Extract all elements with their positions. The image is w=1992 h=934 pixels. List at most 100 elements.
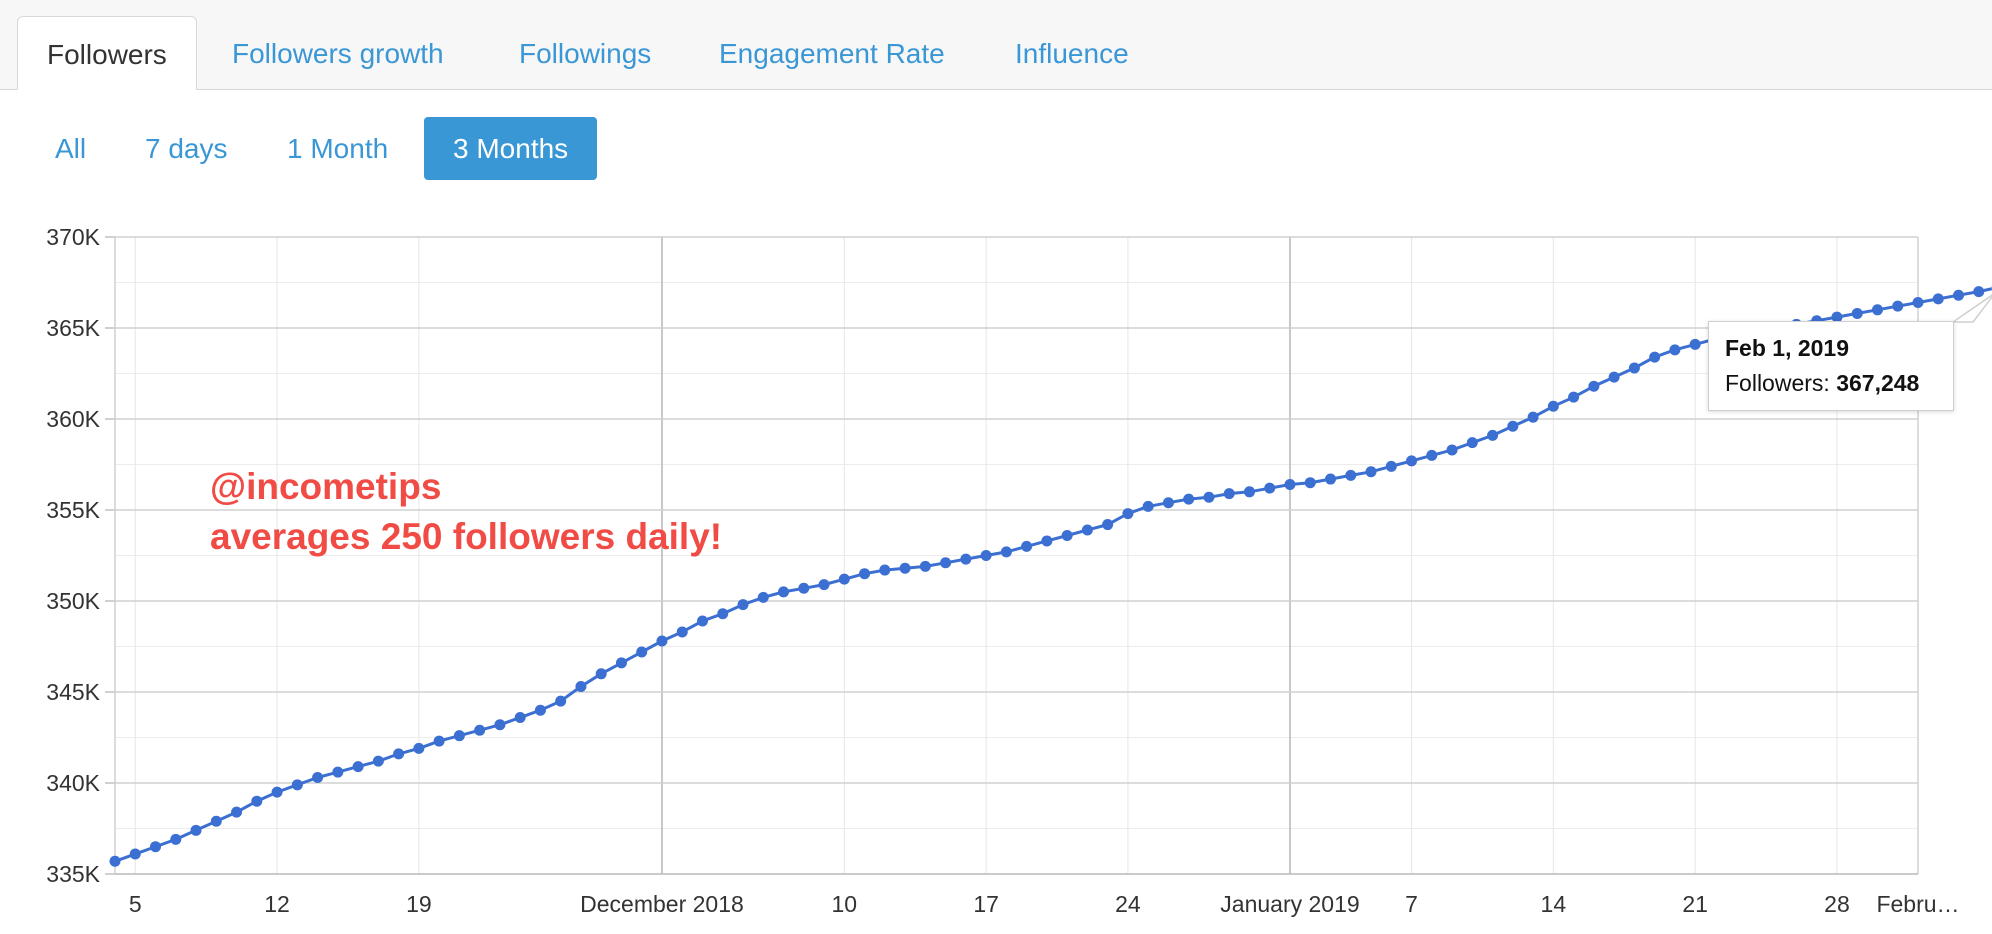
data-point (1264, 482, 1276, 494)
data-point (413, 742, 425, 754)
data-point (1973, 286, 1985, 298)
tab-followers[interactable]: Followers (17, 16, 197, 90)
data-point (251, 795, 263, 807)
x-tick-label: 17 (973, 891, 999, 917)
range-all-button[interactable]: All (55, 133, 87, 164)
data-point (595, 668, 607, 680)
data-point (676, 626, 688, 638)
chart-annotation: @incometips averages 250 followers daily… (210, 462, 722, 562)
data-point (1325, 473, 1337, 485)
data-point (1953, 289, 1965, 301)
x-tick-label: 21 (1682, 891, 1708, 917)
data-point (1446, 444, 1458, 456)
data-point (231, 806, 243, 818)
data-point (919, 560, 931, 572)
data-point (940, 557, 952, 569)
data-point (1608, 371, 1620, 383)
y-tick-label: 335K (46, 861, 100, 887)
data-point (778, 586, 790, 598)
y-tick-label: 360K (46, 406, 100, 432)
tooltip-value: 367,248 (1836, 370, 1920, 396)
data-point (575, 681, 587, 693)
y-tick-label: 340K (46, 770, 100, 796)
range-1-month-button[interactable]: 1 Month (287, 133, 389, 164)
data-point (1385, 460, 1397, 472)
data-point (514, 711, 526, 723)
data-point (1892, 300, 1904, 312)
data-point (1689, 338, 1701, 350)
data-point (1527, 411, 1539, 423)
data-point (393, 748, 405, 760)
data-point (859, 568, 871, 580)
data-point (1243, 486, 1255, 498)
data-point (1223, 488, 1235, 500)
data-point (271, 786, 283, 798)
x-tick-label: 24 (1115, 891, 1141, 917)
data-point (1547, 400, 1559, 412)
data-point (1568, 391, 1580, 403)
data-point (109, 855, 121, 867)
data-point (656, 635, 668, 647)
data-point (818, 579, 830, 591)
data-point (1406, 455, 1418, 467)
x-tick-label: 12 (264, 891, 290, 917)
y-tick-label: 370K (46, 224, 100, 250)
x-tick-label: 14 (1541, 891, 1567, 917)
data-point (129, 848, 141, 860)
data-point (1183, 493, 1195, 505)
x-tick-label: 5 (129, 891, 142, 917)
data-point (1487, 429, 1499, 441)
data-point (150, 841, 162, 853)
data-point (615, 657, 627, 669)
data-point (312, 772, 324, 784)
data-point (1912, 297, 1924, 309)
tab-influence[interactable]: Influence (1015, 38, 1129, 69)
data-point (1588, 380, 1600, 392)
data-point (798, 582, 810, 594)
data-point (1831, 311, 1843, 323)
data-point (899, 562, 911, 574)
data-point (1284, 479, 1296, 491)
x-tick-label: December 2018 (580, 891, 744, 917)
data-point (1466, 437, 1478, 449)
data-point (352, 761, 364, 773)
data-point (453, 730, 465, 742)
x-tick-label: 28 (1824, 891, 1850, 917)
range-3-months-button[interactable]: 3 Months (424, 117, 598, 180)
data-point (980, 550, 992, 561)
x-tick-label: 19 (406, 891, 432, 917)
x-tick-label: 7 (1405, 891, 1418, 917)
data-point (1649, 351, 1661, 363)
data-point (433, 735, 445, 747)
data-point (474, 724, 486, 736)
data-point (717, 608, 729, 620)
data-point (534, 704, 546, 716)
data-point (636, 646, 648, 658)
y-tick-label: 350K (46, 588, 100, 614)
annotation-handle: @incometips (210, 466, 442, 507)
data-point (1122, 508, 1134, 520)
tab-engagement-rate[interactable]: Engagement Rate (719, 38, 945, 69)
range-7-days-button[interactable]: 7 days (145, 133, 228, 164)
data-point (1851, 307, 1863, 319)
data-point (1507, 420, 1519, 432)
tab-followers-growth[interactable]: Followers growth (232, 38, 444, 69)
data-point (1142, 500, 1154, 512)
data-point (332, 766, 344, 778)
data-point (696, 615, 708, 627)
tab-followings[interactable]: Followings (519, 38, 652, 69)
data-point (838, 573, 850, 585)
data-point (190, 824, 202, 836)
data-point (210, 815, 222, 827)
data-point (1061, 529, 1073, 541)
tab-bar: Followers Followers growth Followings En… (0, 0, 1992, 90)
data-point (1000, 546, 1012, 558)
tooltip-pointer (1950, 294, 1992, 323)
data-point (1021, 540, 1033, 552)
data-point (1304, 477, 1316, 489)
data-point (494, 719, 506, 731)
data-point (737, 599, 749, 611)
data-point (879, 564, 891, 576)
annotation-text: averages 250 followers daily! (210, 516, 723, 557)
